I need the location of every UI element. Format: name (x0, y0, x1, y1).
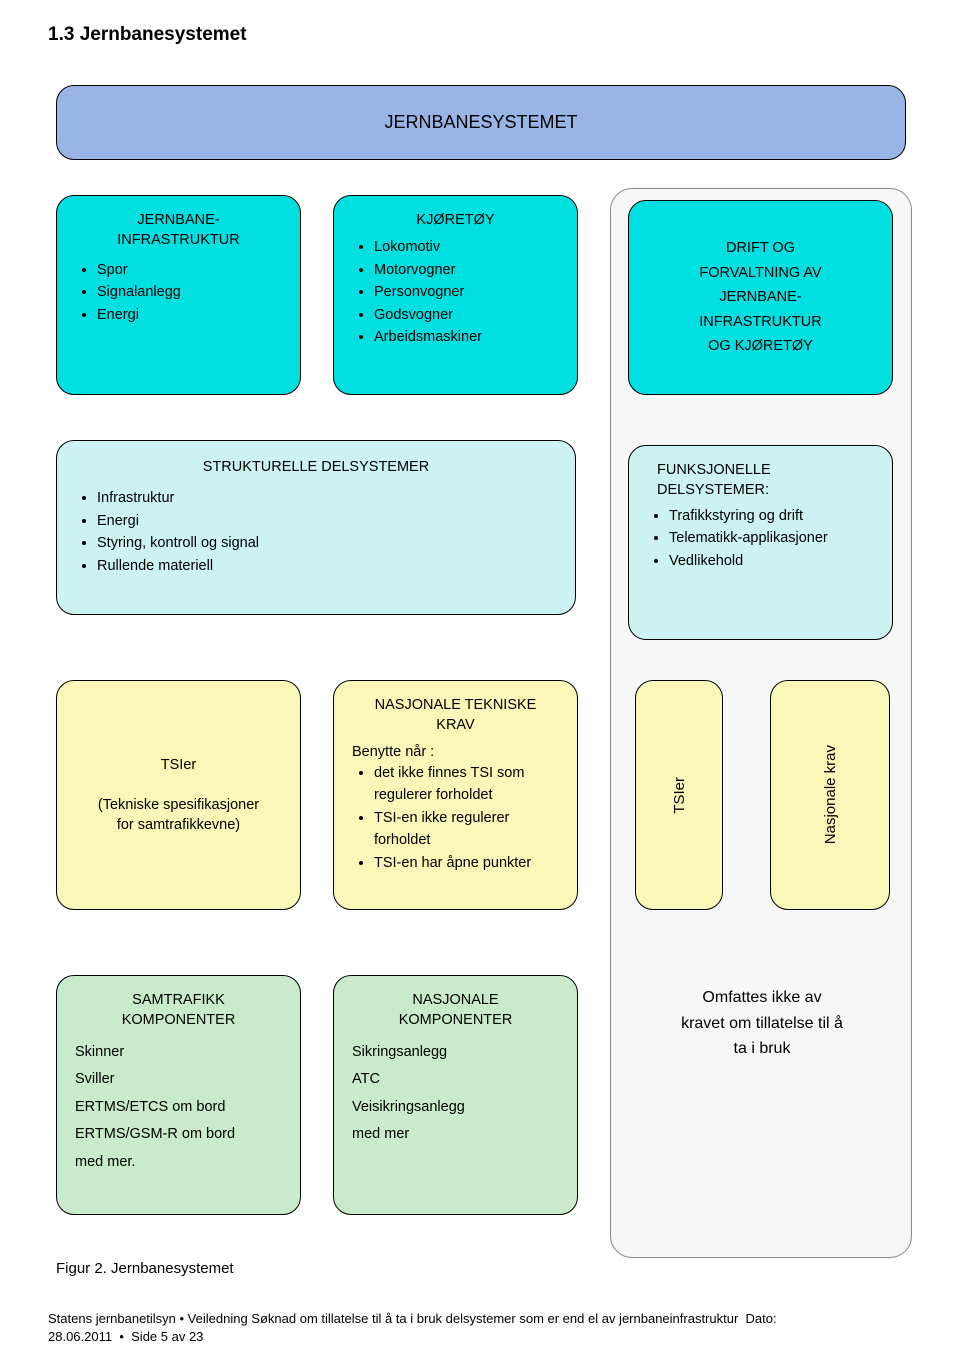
operation-line: INFRASTRUKTUR (699, 310, 821, 335)
structural-title: STRUKTURELLE DELSYSTEMER (75, 457, 557, 477)
excluded-line: ta i bruk (628, 1036, 896, 1062)
samtrafikk-box: SAMTRAFIKK KOMPONENTER Skinner Sviller E… (56, 975, 301, 1215)
vehicles-box: KJØRETØY Lokomotiv Motorvogner Personvog… (333, 195, 578, 395)
samtrafikk-title: SAMTRAFIKK (75, 990, 282, 1010)
footer-date-label: Dato: (746, 1311, 777, 1326)
vehicles-title: KJØRETØY (352, 210, 559, 230)
vehicles-list: Lokomotiv Motorvogner Personvogner Godsv… (352, 236, 559, 348)
samtrafikk-line: ERTMS/ETCS om bord (75, 1094, 282, 1122)
structural-list: Infrastruktur Energi Styring, kontroll o… (75, 487, 557, 577)
tsi-line1: TSIer (161, 755, 196, 775)
operation-line: FORVALTNING AV (699, 261, 821, 286)
excluded-line: Omfattes ikke av (628, 985, 896, 1011)
infrastructure-list: Spor Signalanlegg Energi (75, 259, 282, 326)
infrastructure-box: JERNBANE- INFRASTRUKTUR Spor Signalanleg… (56, 195, 301, 395)
list-item: TSI-en ikke regulerer forholdet (374, 807, 559, 852)
national-vertical-label: Nasjonale krav (822, 745, 839, 844)
list-item: Telematikk-applikasjoner (669, 527, 874, 549)
list-item: Energi (97, 510, 557, 532)
list-item: Styring, kontroll og signal (97, 532, 557, 554)
list-item: Spor (97, 259, 282, 281)
operation-line: OG KJØRETØY (699, 334, 821, 359)
list-item: Trafikkstyring og drift (669, 505, 874, 527)
list-item: Personvogner (374, 281, 559, 303)
page-footer: Statens jernbanetilsyn • Veiledning Søkn… (48, 1310, 912, 1346)
national-req-list: det ikke finnes TSI som regulerer forhol… (352, 762, 559, 874)
footer-page-num: Side 5 av 23 (131, 1329, 203, 1344)
structural-subsystems-box: STRUKTURELLE DELSYSTEMER Infrastruktur E… (56, 440, 576, 615)
national-req-subtitle: KRAV (352, 715, 559, 735)
samtrafikk-subtitle: KOMPONENTER (75, 1010, 282, 1030)
tsi-line3: for samtrafikkevne) (117, 815, 240, 835)
footer-left: Statens jernbanetilsyn • Veiledning Søkn… (48, 1311, 738, 1326)
footer-date: 28.06.2011 (48, 1329, 112, 1344)
operation-box: DRIFT OG FORVALTNING AV JERNBANE- INFRAS… (628, 200, 893, 395)
title-text: JERNBANESYSTEMET (384, 112, 577, 133)
national-req-title: NASJONALE TEKNISKE (352, 695, 559, 715)
list-item: Rullende materiell (97, 555, 557, 577)
infrastructure-title: JERNBANE- INFRASTRUKTUR (75, 210, 282, 251)
figure-caption: Figur 2. Jernbanesystemet (56, 1260, 234, 1277)
tsi-vertical-box: TSIer (635, 680, 723, 910)
list-item: TSI-en har åpne punkter (374, 852, 559, 874)
samtrafikk-line: med mer. (75, 1149, 282, 1177)
operation-line: DRIFT OG (699, 236, 821, 261)
functional-title: FUNKSJONELLE (657, 460, 874, 480)
tsi-box: TSIer (Tekniske spesifikasjoner for samt… (56, 680, 301, 910)
functional-subsystems-box: FUNKSJONELLE DELSYSTEMER: Trafikkstyring… (628, 445, 893, 640)
footer-page: • (116, 1329, 128, 1344)
list-item: Signalanlegg (97, 281, 282, 303)
national-components-box: NASJONALE KOMPONENTER Sikringsanlegg ATC… (333, 975, 578, 1215)
list-item: Vedlikehold (669, 550, 874, 572)
excluded-line: kravet om tillatelse til å (628, 1011, 896, 1037)
excluded-note: Omfattes ikke av kravet om tillatelse ti… (628, 985, 896, 1062)
list-item: Lokomotiv (374, 236, 559, 258)
samtrafikk-line: ERTMS/GSM-R om bord (75, 1121, 282, 1149)
list-item: Infrastruktur (97, 487, 557, 509)
national-comp-line: Sikringsanlegg (352, 1039, 559, 1067)
national-comp-subtitle: KOMPONENTER (352, 1010, 559, 1030)
list-item: Motorvogner (374, 259, 559, 281)
tsi-line2: (Tekniske spesifikasjoner (98, 795, 259, 815)
list-item: Arbeidsmaskiner (374, 326, 559, 348)
samtrafikk-line: Skinner (75, 1039, 282, 1067)
national-vertical-box: Nasjonale krav (770, 680, 890, 910)
national-req-lead: Benytte når : (352, 742, 559, 762)
national-comp-line: Veisikringsanlegg (352, 1094, 559, 1122)
operation-line: JERNBANE- (699, 285, 821, 310)
title-box: JERNBANESYSTEMET (56, 85, 906, 160)
samtrafikk-line: Sviller (75, 1066, 282, 1094)
national-comp-line: ATC (352, 1066, 559, 1094)
list-item: det ikke finnes TSI som regulerer forhol… (374, 762, 559, 807)
list-item: Godsvogner (374, 304, 559, 326)
national-comp-title: NASJONALE (352, 990, 559, 1010)
section-heading: 1.3 Jernbanesystemet (48, 24, 912, 46)
national-comp-line: med mer (352, 1121, 559, 1149)
functional-list: Trafikkstyring og drift Telematikk-appli… (647, 505, 874, 572)
national-req-box: NASJONALE TEKNISKE KRAV Benytte når : de… (333, 680, 578, 910)
tsi-vertical-label: TSIer (671, 777, 688, 814)
list-item: Energi (97, 304, 282, 326)
functional-subtitle: DELSYSTEMER: (657, 480, 874, 500)
